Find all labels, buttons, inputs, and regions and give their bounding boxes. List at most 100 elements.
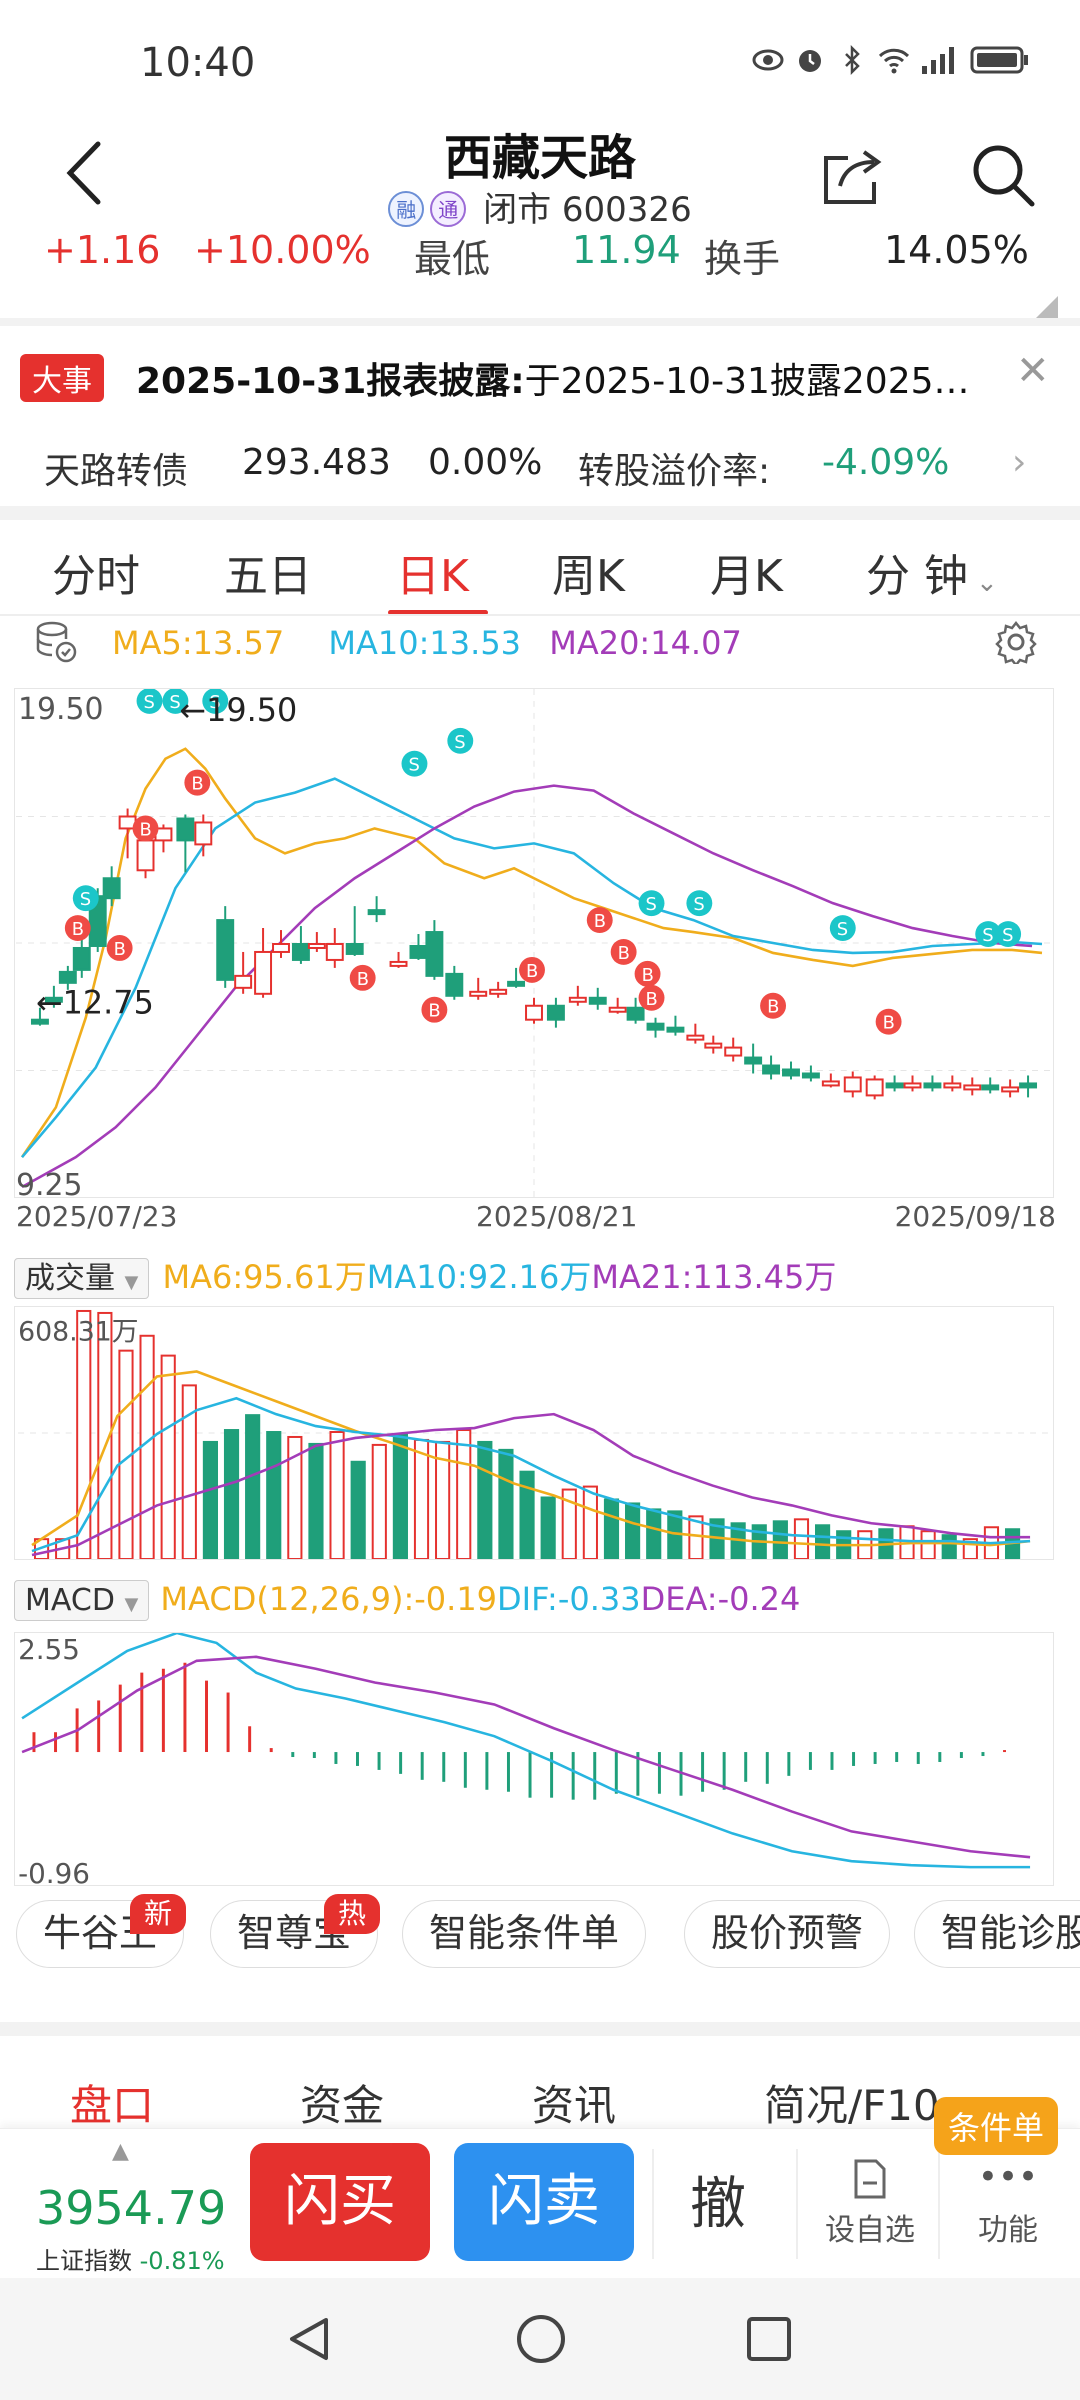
cancel-order-button[interactable]: 撤 xyxy=(690,2172,746,2237)
index-change: -0.81% xyxy=(139,2247,225,2275)
chevron-down-icon: ⌄ xyxy=(976,568,998,598)
candle xyxy=(176,817,195,842)
candle xyxy=(608,1006,627,1013)
candle xyxy=(782,1068,800,1077)
volume-bar xyxy=(793,1518,810,1559)
add-favorite-button[interactable]: 设自选 xyxy=(820,2157,920,2249)
tab-funds[interactable]: 资金 xyxy=(300,2081,385,2130)
detail-tabs: 盘口 资金 资讯 简况/F10 xyxy=(0,2060,1080,2130)
tab-weekly-k[interactable]: 周K xyxy=(552,551,625,602)
sell-marker xyxy=(829,915,856,942)
divider xyxy=(938,2149,940,2259)
volume-bar xyxy=(76,1309,92,1559)
status-time: 10:40 xyxy=(140,40,256,86)
share-icon[interactable] xyxy=(818,144,888,208)
back-button[interactable] xyxy=(60,138,110,208)
tab-order-book[interactable]: 盘口 xyxy=(70,2081,155,2130)
sell-marker-label: S xyxy=(209,692,220,713)
volume-bar xyxy=(582,1485,598,1559)
volume-bar xyxy=(97,1311,113,1559)
sell-marker xyxy=(638,890,665,917)
tool-smart-order[interactable]: 智能条件单 xyxy=(402,1900,647,1968)
quick-sell-button[interactable]: 闪卖 xyxy=(454,2143,634,2261)
tab-five-day[interactable]: 五日 xyxy=(224,551,312,602)
dif-value: DIF:-0.33 xyxy=(497,1580,641,1618)
candle xyxy=(724,1046,743,1057)
system-nav-bar xyxy=(0,2278,1080,2400)
bond-change: 0.00% xyxy=(428,442,543,483)
tool-label: 智能诊股 xyxy=(941,1911,1080,1955)
tool-diagnosis[interactable]: 智能诊股 xyxy=(914,1900,1080,1968)
candle xyxy=(801,1072,820,1079)
volume-indicator-select[interactable]: 成交量 ▼ xyxy=(14,1258,150,1299)
recents-square-icon[interactable] xyxy=(744,2314,794,2364)
volume-legend: 成交量 ▼ MA6:95.61万MA10:92.16万MA21:113.45万 xyxy=(14,1252,836,1299)
buy-marker-label: B xyxy=(767,997,779,1018)
tab-intraday[interactable]: 分时 xyxy=(52,551,140,602)
database-icon[interactable] xyxy=(34,620,78,664)
candle xyxy=(136,839,155,872)
candle xyxy=(291,943,310,961)
volume-bar xyxy=(329,1431,345,1559)
buy-marker xyxy=(184,769,211,796)
news-headline: 2025-10-31报表披露: xyxy=(136,361,525,402)
ma10-line xyxy=(21,777,1043,1158)
expand-corner-icon[interactable] xyxy=(1036,296,1058,318)
favorite-label: 设自选 xyxy=(825,2213,915,2248)
buy-marker xyxy=(132,815,159,842)
index-value[interactable]: 3954.79 xyxy=(36,2181,227,2235)
tab-daily-k[interactable]: 日K xyxy=(396,551,469,602)
tab-minute[interactable]: 分 钟 ⌄ xyxy=(866,540,998,604)
sell-marker xyxy=(447,727,474,754)
home-circle-icon[interactable] xyxy=(514,2312,568,2366)
buy-marker-label: B xyxy=(357,969,369,990)
status-icons xyxy=(752,44,1030,76)
tool-chips: 牛谷王 智尊宝 智能条件单 股价预警 智能诊股 xyxy=(16,1894,1080,1974)
kline-y-bottom: 9.25 xyxy=(16,1168,83,1198)
search-icon[interactable] xyxy=(968,140,1038,210)
date-start: 2025/07/23 xyxy=(16,1200,178,1233)
quick-buy-button[interactable]: 闪买 xyxy=(250,2143,430,2261)
settings-gear-icon[interactable] xyxy=(994,620,1038,664)
back-triangle-icon[interactable] xyxy=(284,2314,334,2364)
volume-y-top: 608.31万 xyxy=(18,1317,138,1348)
conditional-order-tag[interactable]: 条件单 xyxy=(934,2097,1059,2155)
wifi-icon xyxy=(878,48,910,74)
tab-news[interactable]: 资讯 xyxy=(532,2081,617,2130)
bluetooth-icon xyxy=(845,44,860,76)
tool-niuguwang[interactable]: 牛谷王 xyxy=(16,1900,185,1968)
tool-price-alert[interactable]: 股价预警 xyxy=(684,1900,891,1968)
index-name: 上证指数 xyxy=(36,2247,132,2275)
buy-marker-label: B xyxy=(72,919,84,940)
close-icon[interactable]: ✕ xyxy=(1016,348,1050,394)
macd-indicator-select[interactable]: MACD ▼ xyxy=(14,1580,150,1621)
candle xyxy=(923,1082,942,1089)
sell-marker-label: S xyxy=(144,692,155,713)
candle xyxy=(489,988,508,995)
candle xyxy=(44,996,63,1003)
volume-chart[interactable]: 608.31万 xyxy=(14,1306,1054,1560)
eye-icon xyxy=(752,49,784,71)
tab-f10[interactable]: 简况/F10 xyxy=(764,2081,940,2130)
candle xyxy=(102,877,121,900)
volume-bar xyxy=(413,1438,430,1559)
function-button[interactable]: ••• 功能 xyxy=(958,2157,1058,2249)
buy-marker xyxy=(610,939,637,965)
candle xyxy=(409,944,428,959)
tab-underline xyxy=(388,610,488,615)
premium-label: 转股溢价率: xyxy=(578,451,771,492)
date-end: 2025/09/18 xyxy=(894,1200,1056,1233)
tab-monthly-k[interactable]: 月K xyxy=(710,551,783,602)
stock-name: 西藏天路 xyxy=(443,130,636,186)
candle xyxy=(272,943,290,953)
sell-marker-label: S xyxy=(454,732,465,753)
candle xyxy=(72,946,91,971)
macd-chart[interactable]: 2.55 -0.96 xyxy=(14,1632,1054,1886)
convertible-bond-row[interactable]: 天路转债 293.483 0.00% 转股溢价率: -4.09% › xyxy=(44,430,1044,500)
tool-zhizunbao[interactable]: 智尊宝 xyxy=(210,1900,379,1968)
candle xyxy=(943,1082,962,1089)
note-icon xyxy=(854,2159,886,2199)
news-text: 2025-10-31报表披露:于2025-10-31披露2025… xyxy=(136,352,1006,404)
news-banner[interactable]: 大事 2025-10-31报表披露:于2025-10-31披露2025… ✕ xyxy=(16,338,1066,418)
